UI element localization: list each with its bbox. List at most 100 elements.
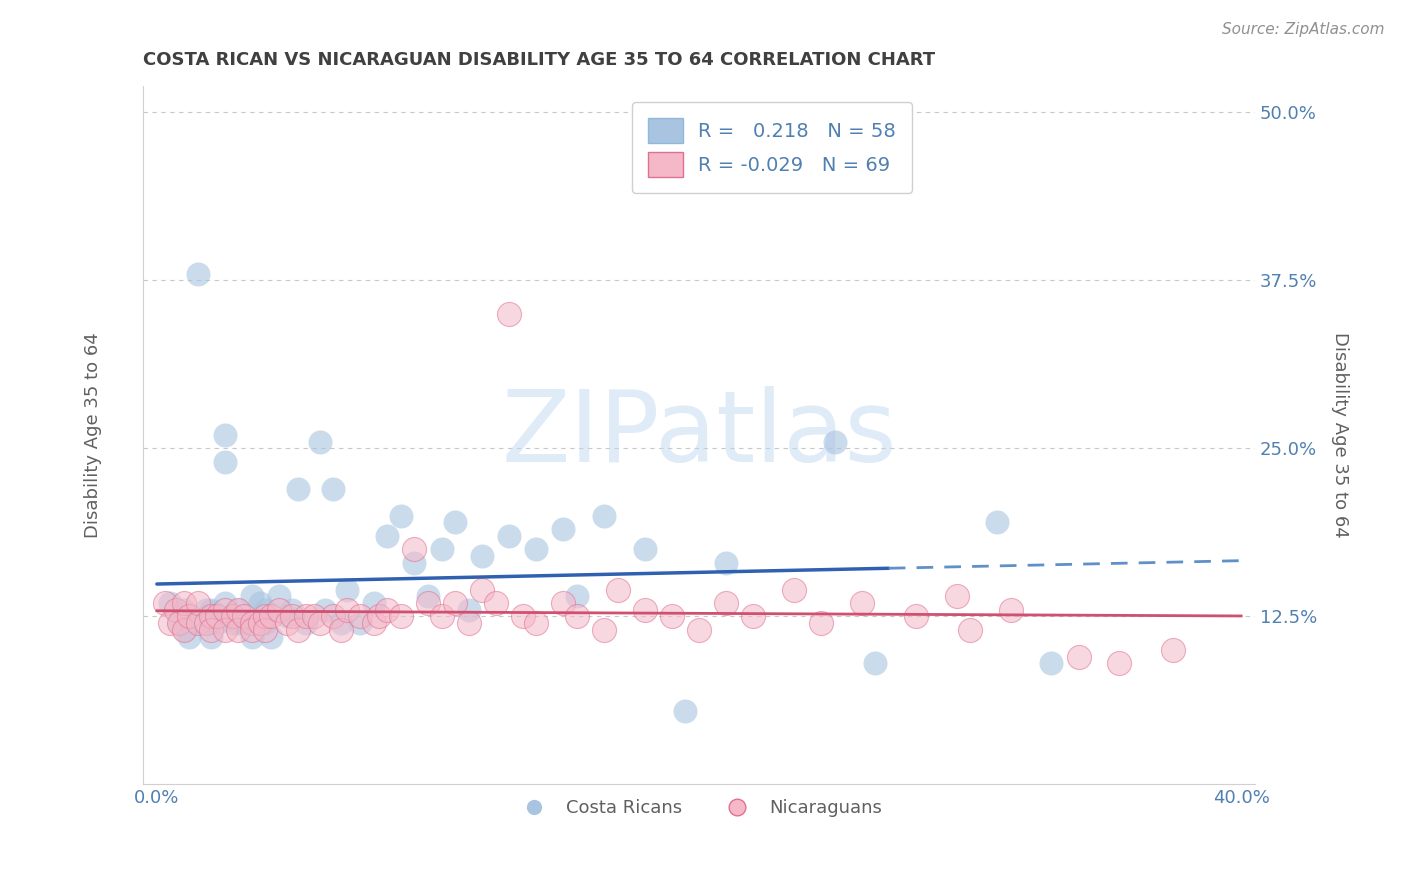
Point <box>471 582 494 597</box>
Point <box>330 616 353 631</box>
Point <box>375 529 398 543</box>
Point <box>254 603 277 617</box>
Point <box>368 609 391 624</box>
Point <box>457 603 479 617</box>
Point <box>416 589 439 603</box>
Point <box>226 616 249 631</box>
Point <box>200 609 222 624</box>
Point <box>349 616 371 631</box>
Point <box>810 616 832 631</box>
Point <box>444 596 467 610</box>
Point <box>444 516 467 530</box>
Point <box>661 609 683 624</box>
Point <box>226 603 249 617</box>
Point <box>742 609 765 624</box>
Point <box>904 609 927 624</box>
Point <box>167 616 190 631</box>
Point <box>524 616 547 631</box>
Point <box>714 596 737 610</box>
Y-axis label: Disability Age 35 to 64: Disability Age 35 to 64 <box>1331 332 1348 538</box>
Point <box>159 596 181 610</box>
Point <box>524 542 547 557</box>
Point <box>714 556 737 570</box>
Point <box>240 616 263 631</box>
Point <box>276 609 298 624</box>
Point <box>281 603 304 617</box>
Point <box>205 616 228 631</box>
Point <box>553 522 575 536</box>
Point <box>214 623 236 637</box>
Point <box>187 616 209 631</box>
Point <box>159 616 181 631</box>
Point <box>783 582 806 597</box>
Point <box>173 623 195 637</box>
Point <box>179 630 201 644</box>
Point <box>254 616 277 631</box>
Point <box>498 307 520 321</box>
Point <box>281 609 304 624</box>
Point <box>295 609 318 624</box>
Point <box>457 616 479 631</box>
Text: Disability Age 35 to 64: Disability Age 35 to 64 <box>84 332 103 538</box>
Point <box>959 623 981 637</box>
Point <box>240 623 263 637</box>
Point <box>260 630 283 644</box>
Point <box>322 609 344 624</box>
Point <box>173 596 195 610</box>
Point <box>200 623 222 637</box>
Point <box>214 428 236 442</box>
Point <box>200 603 222 617</box>
Point <box>634 542 657 557</box>
Point <box>1108 657 1130 671</box>
Point <box>240 589 263 603</box>
Point <box>167 616 190 631</box>
Point <box>254 609 277 624</box>
Text: ZIPatlas: ZIPatlas <box>502 386 897 483</box>
Point <box>200 609 222 624</box>
Point <box>498 529 520 543</box>
Point <box>349 609 371 624</box>
Point <box>232 609 254 624</box>
Point <box>194 616 217 631</box>
Point <box>240 630 263 644</box>
Point <box>430 542 453 557</box>
Point <box>675 704 697 718</box>
Point <box>187 267 209 281</box>
Point <box>606 582 628 597</box>
Point <box>363 616 385 631</box>
Point <box>471 549 494 563</box>
Point <box>173 603 195 617</box>
Point <box>308 434 330 449</box>
Point <box>336 582 359 597</box>
Point <box>1040 657 1063 671</box>
Point <box>1163 643 1185 657</box>
Point <box>302 609 325 624</box>
Point <box>688 623 710 637</box>
Point <box>416 596 439 610</box>
Point <box>389 609 412 624</box>
Point <box>863 657 886 671</box>
Point <box>214 596 236 610</box>
Point <box>267 589 290 603</box>
Point <box>389 508 412 523</box>
Point <box>249 616 271 631</box>
Point <box>322 482 344 496</box>
Point <box>1000 603 1022 617</box>
Point <box>553 596 575 610</box>
Point <box>276 616 298 631</box>
Point <box>314 603 336 617</box>
Point <box>187 596 209 610</box>
Point <box>200 616 222 631</box>
Point <box>179 609 201 624</box>
Point <box>986 516 1008 530</box>
Point <box>375 603 398 617</box>
Point <box>945 589 967 603</box>
Point <box>404 556 426 570</box>
Point <box>404 542 426 557</box>
Point <box>287 623 309 637</box>
Point <box>260 609 283 624</box>
Point <box>232 616 254 631</box>
Point <box>565 609 588 624</box>
Point <box>222 616 245 631</box>
Point <box>308 616 330 631</box>
